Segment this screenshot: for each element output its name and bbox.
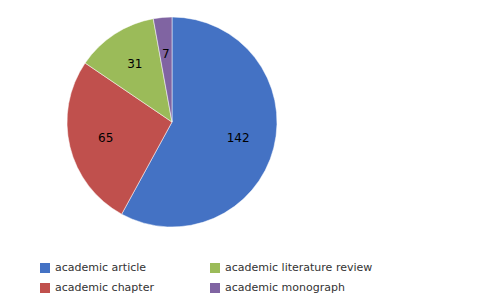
legend-item: academic monograph <box>210 281 345 294</box>
chart: 142 65 31 7 academic article academic chapter… <box>0 0 500 300</box>
data-label: 7 <box>162 47 170 61</box>
legend-swatch <box>210 283 220 293</box>
legend-item: academic literature review <box>210 261 372 274</box>
legend-item: academic article <box>40 261 146 274</box>
pie-slice <box>153 17 172 122</box>
data-label: 142 <box>227 131 250 145</box>
data-labels: 142 65 31 7 <box>98 47 250 146</box>
legend-label: academic article <box>55 261 146 274</box>
legend-swatch <box>210 263 220 273</box>
legend-label: academic literature review <box>225 261 372 274</box>
legend-swatch <box>40 283 50 293</box>
data-label: 65 <box>98 131 113 145</box>
legend-label: academic monograph <box>225 281 345 294</box>
legend-label: academic chapter <box>55 281 154 294</box>
legend-item: academic chapter <box>40 281 154 294</box>
legend: academic article academic chapter academic… <box>40 261 372 294</box>
data-label: 31 <box>127 57 142 71</box>
legend-swatch <box>40 263 50 273</box>
pie <box>67 17 277 227</box>
